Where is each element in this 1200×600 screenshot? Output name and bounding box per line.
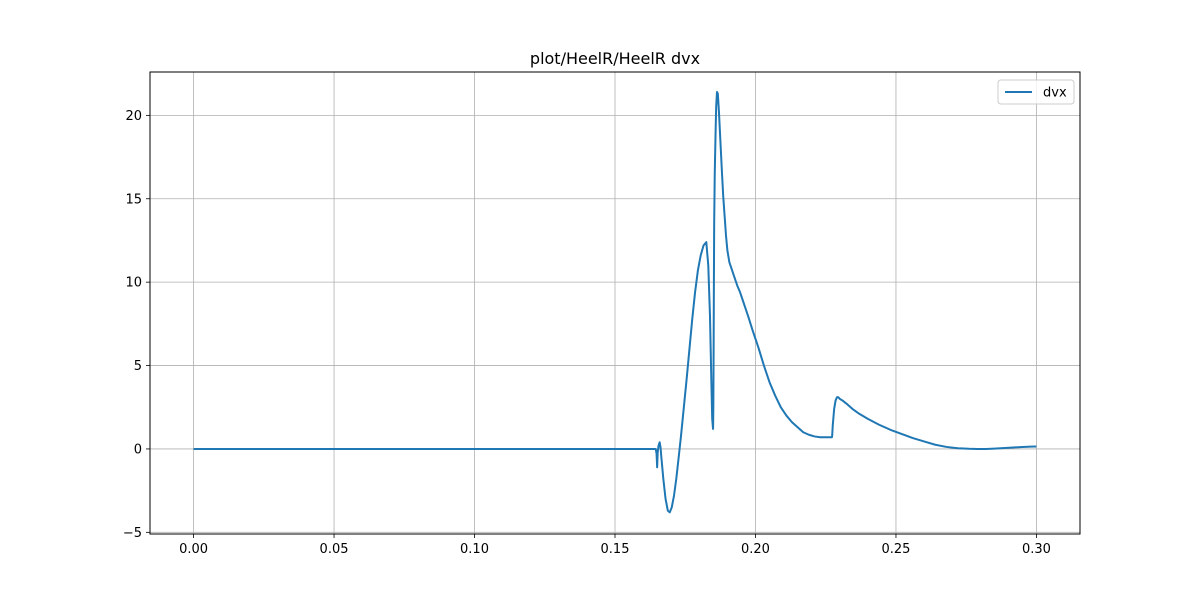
legend-box <box>997 79 1075 105</box>
x-tick-label: 0.05 <box>320 542 349 557</box>
chart-title: plot/HeelR/HeelR dvx <box>530 49 700 68</box>
axis-ticks: 0.00 0.05 0.10 0.15 0.20 0.25 0.30 −5 0 5 10 15 20 <box>123 109 1051 557</box>
y-tick-label: 15 <box>125 192 142 207</box>
x-tick-label: 0.15 <box>601 542 630 557</box>
x-tick-label: 0.30 <box>1022 542 1051 557</box>
y-tick-label: 20 <box>125 109 142 124</box>
x-tick-label: 0.00 <box>179 542 208 557</box>
legend-label-dvx: dvx <box>1043 86 1067 101</box>
x-tick-label: 0.25 <box>881 542 910 557</box>
series-line-dvx <box>193 91 1037 514</box>
y-tick-label: 0 <box>134 442 142 457</box>
y-tick-label: 5 <box>134 359 142 374</box>
y-tick-label: −5 <box>123 526 142 541</box>
legend: dvx <box>997 79 1075 105</box>
series-layer <box>193 91 1037 514</box>
x-tick-label: 0.10 <box>460 542 489 557</box>
grid <box>150 72 1080 534</box>
x-tick-label: 0.20 <box>741 542 770 557</box>
y-tick-label: 10 <box>125 276 142 291</box>
